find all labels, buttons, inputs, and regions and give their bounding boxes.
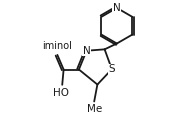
Text: N: N [83, 46, 91, 56]
Text: N: N [113, 3, 121, 13]
Text: HO: HO [53, 88, 69, 98]
Text: iminol: iminol [42, 41, 72, 51]
Text: S: S [108, 64, 115, 74]
Text: Me: Me [87, 104, 102, 114]
